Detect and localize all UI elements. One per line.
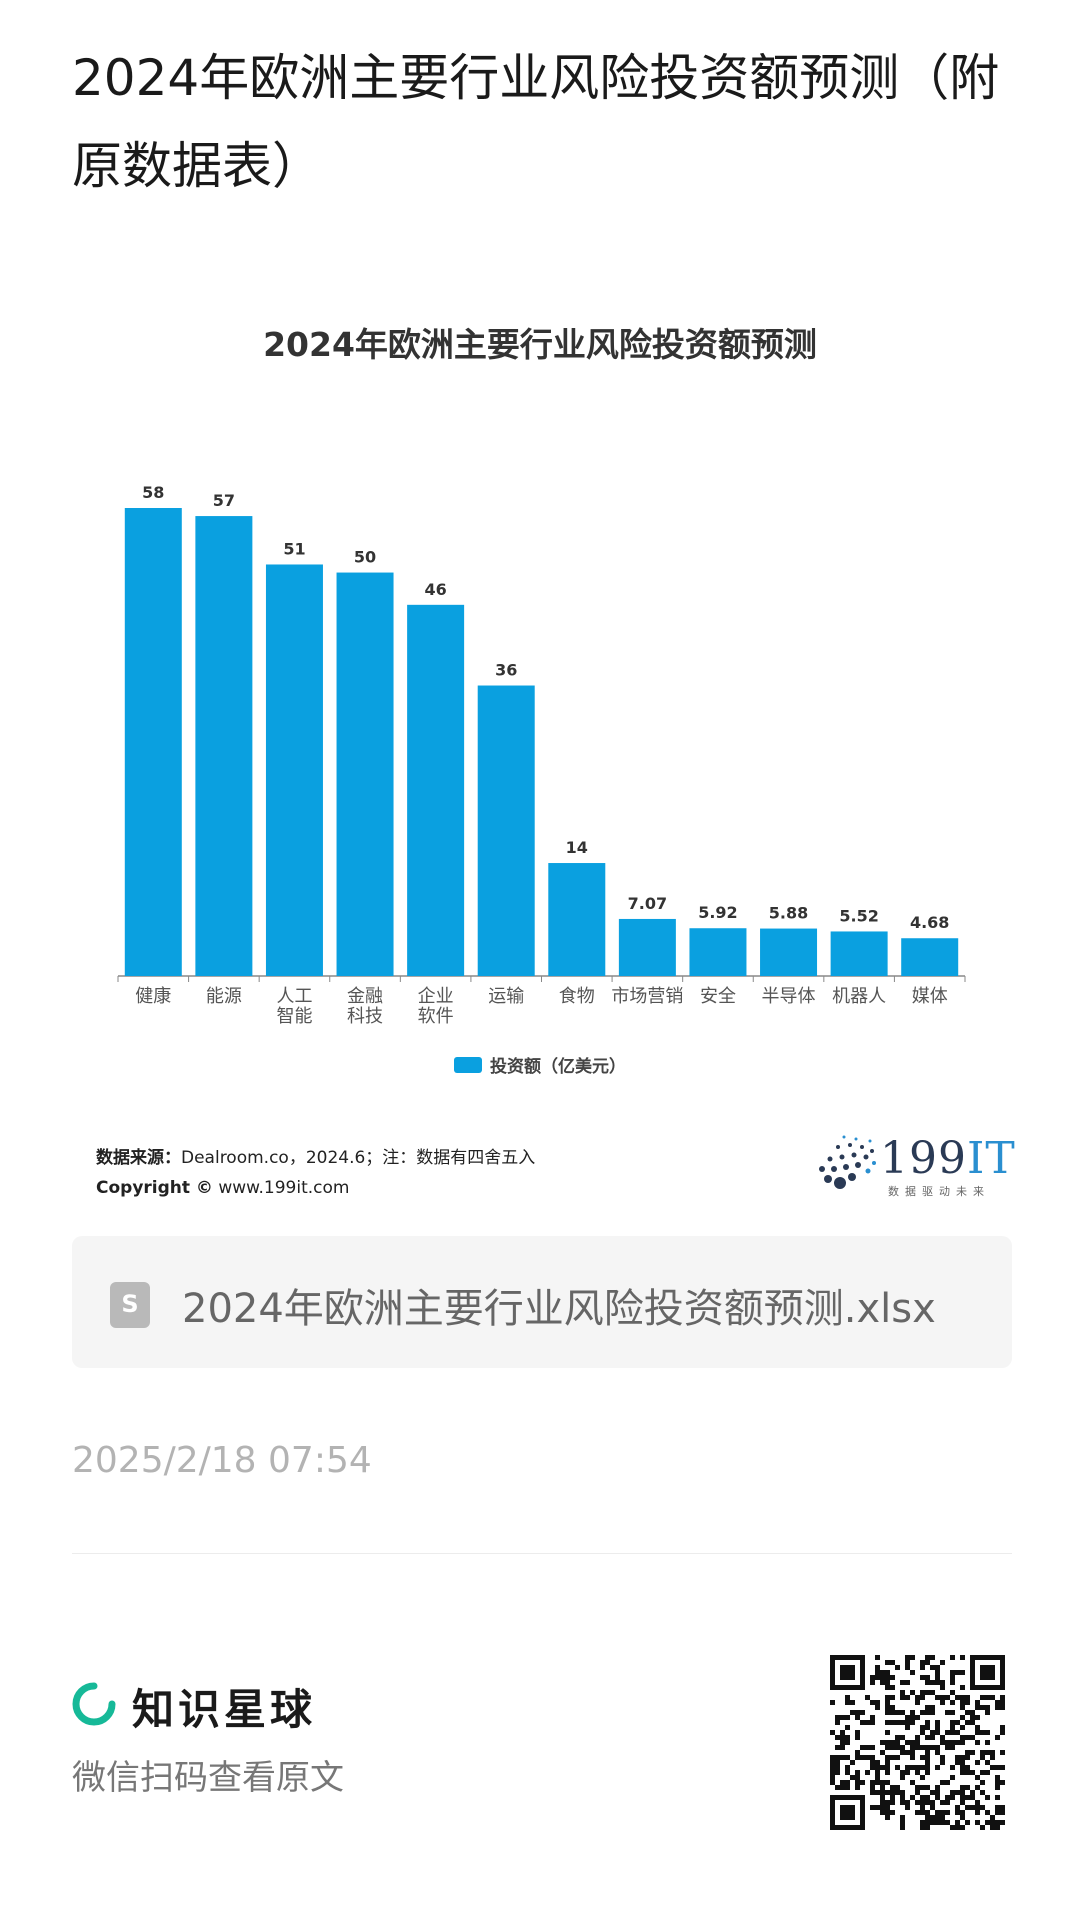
category-label: 智能 xyxy=(276,1006,312,1027)
category-label: 安全 xyxy=(700,986,736,1007)
logo-tagline: 数据驱动未来 xyxy=(888,1185,990,1198)
spreadsheet-icon: S xyxy=(110,1282,150,1328)
source-note: 数据来源：Dealroom.co，2024.6；注：数据有四舍五入 Copyri… xyxy=(96,1143,535,1203)
chart-legend: 投资额（亿美元） xyxy=(0,1052,1080,1077)
bar-企业软件 xyxy=(407,604,465,976)
category-label: 能源 xyxy=(206,986,242,1007)
brand-name: 知识星球 xyxy=(132,1685,317,1734)
bar-value-label: 5.92 xyxy=(698,903,737,922)
attachment-card[interactable]: S 2024年欧洲主要行业风险投资额预测.xlsx xyxy=(72,1236,1012,1368)
category-label: 人工 xyxy=(276,986,312,1007)
legend-label: 投资额（亿美元） xyxy=(490,1057,626,1077)
bar-媒体 xyxy=(901,938,959,976)
bar-value-label: 50 xyxy=(354,548,376,567)
bar-value-label: 36 xyxy=(495,661,517,680)
divider xyxy=(72,1553,1012,1554)
attachment-filename: 2024年欧洲主要行业风险投资额预测.xlsx xyxy=(182,1286,936,1332)
bar-人工智能 xyxy=(265,564,323,976)
scan-hint: 微信扫码查看原文 xyxy=(72,1758,344,1798)
bar-机器人 xyxy=(830,931,888,976)
bar-金融科技 xyxy=(336,572,394,976)
bar-健康 xyxy=(124,508,182,976)
category-label: 食物 xyxy=(559,986,595,1007)
category-label: 金融 xyxy=(347,986,383,1007)
bar-value-label: 57 xyxy=(213,491,235,510)
bar-value-label: 5.88 xyxy=(769,904,808,923)
category-label: 媒体 xyxy=(912,986,948,1007)
legend-swatch xyxy=(454,1056,482,1073)
bar-能源 xyxy=(195,516,253,976)
logo-wordmark: 199IT xyxy=(880,1133,1016,1184)
qr-code-icon[interactable] xyxy=(830,1655,1005,1830)
bar-运输 xyxy=(477,685,535,976)
category-label: 市场营销 xyxy=(611,986,683,1007)
bar-value-label: 14 xyxy=(566,838,588,857)
bar-半导体 xyxy=(760,928,818,976)
199it-logo: 199IT 数据驱动未来 xyxy=(810,1133,1015,1203)
source-label: 数据来源： xyxy=(96,1148,181,1168)
bar-value-label: 7.07 xyxy=(628,894,667,913)
dots-icon xyxy=(819,1135,876,1189)
bar-安全 xyxy=(689,928,747,976)
bar-value-label: 51 xyxy=(283,539,305,558)
bar-value-label: 46 xyxy=(424,580,446,599)
category-label: 健康 xyxy=(135,986,171,1007)
chart-title: 2024年欧洲主要行业风险投资额预测 xyxy=(263,325,817,364)
knowledge-planet-logo-icon xyxy=(72,1682,116,1726)
bar-市场营销 xyxy=(618,918,676,976)
copyright-site: www.199it.com xyxy=(218,1178,350,1198)
page-title: 2024年欧洲主要行业风险投资额预测（附原数据表） xyxy=(72,49,1000,195)
category-label: 机器人 xyxy=(832,986,886,1007)
category-label: 企业 xyxy=(418,986,454,1007)
category-label: 软件 xyxy=(418,1006,454,1027)
category-label: 运输 xyxy=(488,986,524,1007)
bar-食物 xyxy=(548,863,606,976)
bar-value-label: 4.68 xyxy=(910,913,949,932)
post-timestamp: 2025/2/18 07:54 xyxy=(72,1440,372,1481)
copyright-label: Copyright © xyxy=(96,1178,213,1198)
bar-value-label: 5.52 xyxy=(839,906,878,925)
category-label: 半导体 xyxy=(762,986,816,1007)
source-text: Dealroom.co，2024.6；注：数据有四舍五入 xyxy=(181,1148,536,1168)
bar-value-label: 58 xyxy=(142,483,164,502)
category-label: 科技 xyxy=(347,1006,383,1027)
